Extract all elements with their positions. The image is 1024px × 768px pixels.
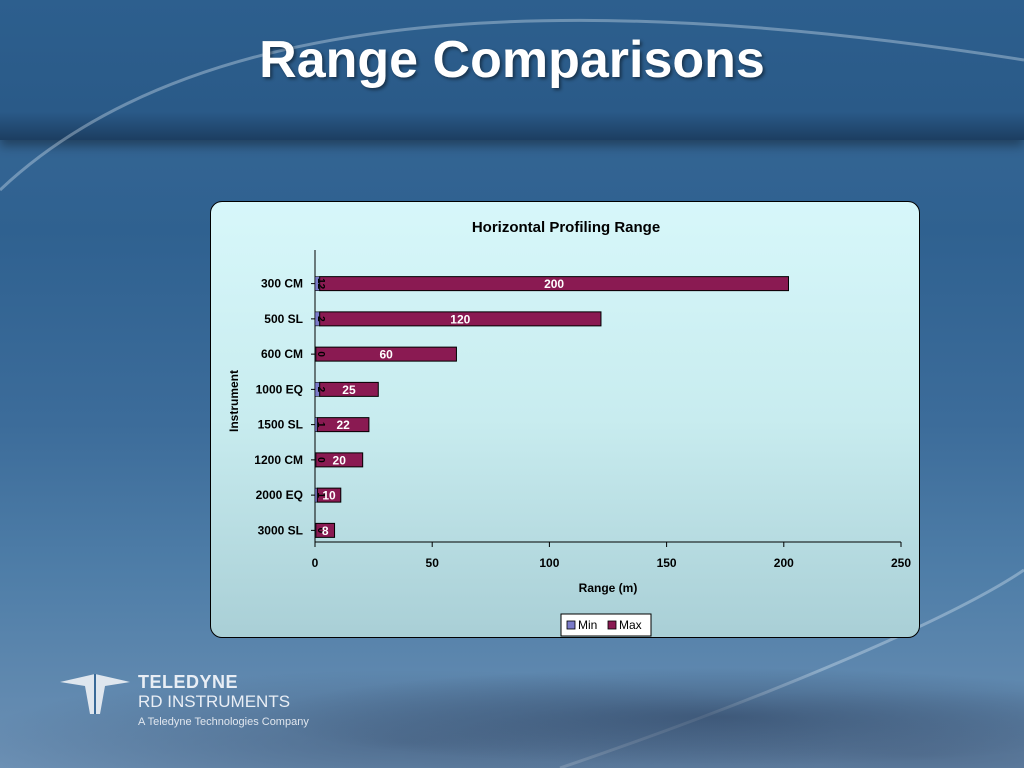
legend-label-min: Min: [578, 618, 597, 632]
bar-max: [316, 487, 342, 503]
chart-title: Horizontal Profiling Range: [472, 219, 660, 236]
x-tick-label: 100: [539, 556, 559, 570]
data-label-max: 10: [322, 489, 336, 503]
x-tick-label: 50: [426, 556, 440, 570]
y-category-label: 1200 CM: [254, 453, 303, 467]
bar-max: [319, 381, 379, 397]
data-label-max: 22: [336, 418, 350, 432]
y-category-label: 2000 EQ: [256, 488, 303, 502]
data-label-min: 0: [315, 528, 326, 534]
bar-max: [319, 311, 602, 327]
title-band: [0, 0, 1024, 140]
teledyne-logo-icon: [60, 674, 130, 714]
slide-title: Range Comparisons: [259, 31, 765, 89]
data-label-min: 1: [315, 492, 326, 498]
logo-tagline: A Teledyne Technologies Company: [138, 716, 309, 728]
bar-max: [315, 522, 336, 538]
y-category-label: 300 CM: [261, 277, 303, 291]
y-category-label: 600 CM: [261, 347, 303, 361]
x-tick-label: 150: [657, 556, 677, 570]
data-label-max: 60: [379, 348, 393, 362]
data-label-min: 2: [315, 316, 326, 322]
legend-box: [560, 613, 652, 637]
data-label-min: 0: [315, 457, 326, 463]
data-label-max: 20: [333, 453, 347, 467]
data-label-max: 25: [342, 383, 356, 397]
y-axis-title: Instrument: [227, 370, 241, 432]
x-tick-label: 0: [312, 556, 319, 570]
legend-swatch-max: [607, 620, 617, 630]
bar-max: [315, 346, 457, 362]
legend-label-max: Max: [619, 618, 642, 632]
y-category-label: 3000 SL: [258, 523, 303, 537]
x-tick-label: 250: [891, 556, 911, 570]
logo-subtitle: RD INSTRUMENTS: [138, 692, 291, 711]
chart-panel: Horizontal Profiling Range 0 50 100 150 200 25…: [210, 201, 920, 638]
data-label-min: 2: [315, 387, 326, 393]
data-label-min: 12: [315, 278, 326, 290]
x-axis-title: Range (m): [579, 581, 638, 595]
y-category-label: 500 SL: [264, 312, 303, 326]
data-label-min: 0: [315, 351, 326, 357]
bar-max: [315, 452, 364, 468]
y-category-label: 1500 SL: [258, 418, 303, 432]
data-label-max: 8: [322, 524, 329, 538]
logo-name: TELEDYNE: [138, 672, 239, 692]
data-label-max: 120: [450, 312, 470, 326]
y-category-label: 1000 EQ: [256, 382, 303, 396]
company-logo: TELEDYNE RD INSTRUMENTS A Teledyne Techn…: [60, 672, 320, 732]
legend-swatch-min: [566, 620, 576, 630]
data-label-min: 1: [315, 422, 326, 428]
x-tick-label: 200: [774, 556, 794, 570]
bar-max: [319, 276, 789, 292]
mountain-background: [0, 640, 1024, 768]
data-label-max: 200: [544, 277, 564, 291]
bar-max: [316, 417, 370, 433]
